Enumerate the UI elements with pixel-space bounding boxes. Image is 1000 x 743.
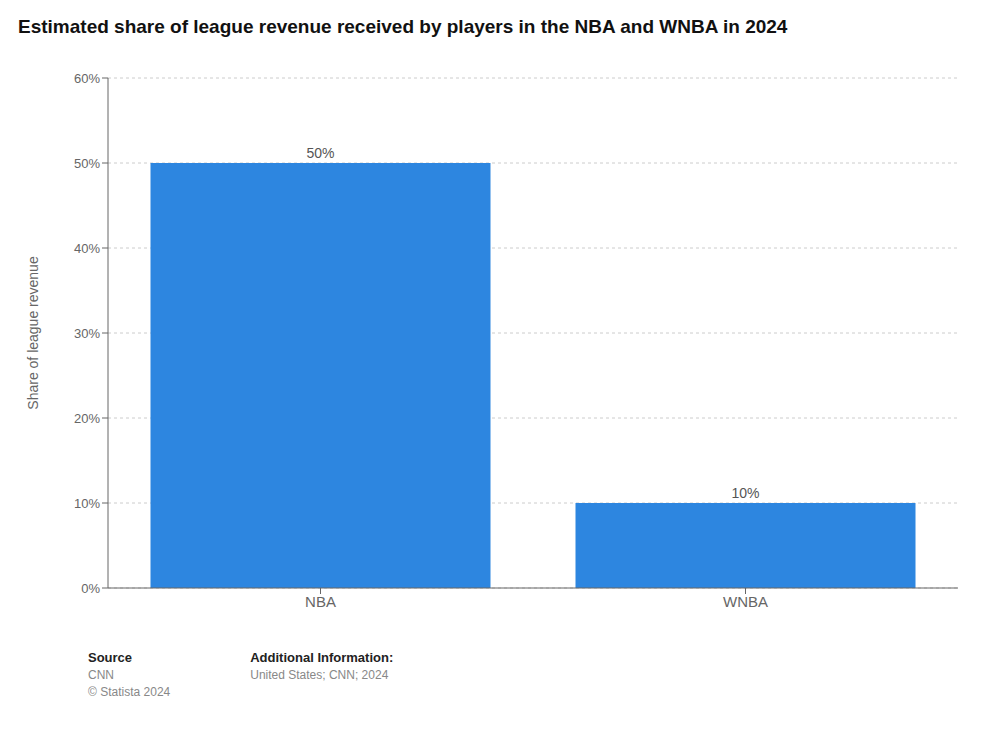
svg-text:20%: 20%: [74, 411, 100, 426]
svg-text:40%: 40%: [74, 241, 100, 256]
html-text:Additional Information:: Additional Information:: [250, 650, 394, 665]
svg-text:WNBA: WNBA: [723, 593, 768, 610]
html-text:© Statista 2024: © Statista 2024: [88, 685, 171, 699]
svg-text:50%: 50%: [74, 156, 100, 171]
html-text:United States; CNN; 2024: United States; CNN; 2024: [250, 668, 389, 682]
html-text:CNN: CNN: [88, 668, 114, 682]
svg-text:NBA: NBA: [305, 593, 336, 610]
svg-text:10%: 10%: [74, 496, 100, 511]
html-text:Estimated share of league reve: Estimated share of league revenue receiv…: [18, 16, 788, 37]
svg-text:Share of league revenue: Share of league revenue: [25, 256, 41, 410]
svg-text:60%: 60%: [74, 71, 100, 86]
html-text:Source: Source: [88, 650, 133, 665]
svg-text:10%: 10%: [731, 485, 759, 501]
svg-text:0%: 0%: [81, 581, 100, 596]
svg-text:50%: 50%: [306, 145, 334, 161]
svg-text:30%: 30%: [74, 326, 100, 341]
